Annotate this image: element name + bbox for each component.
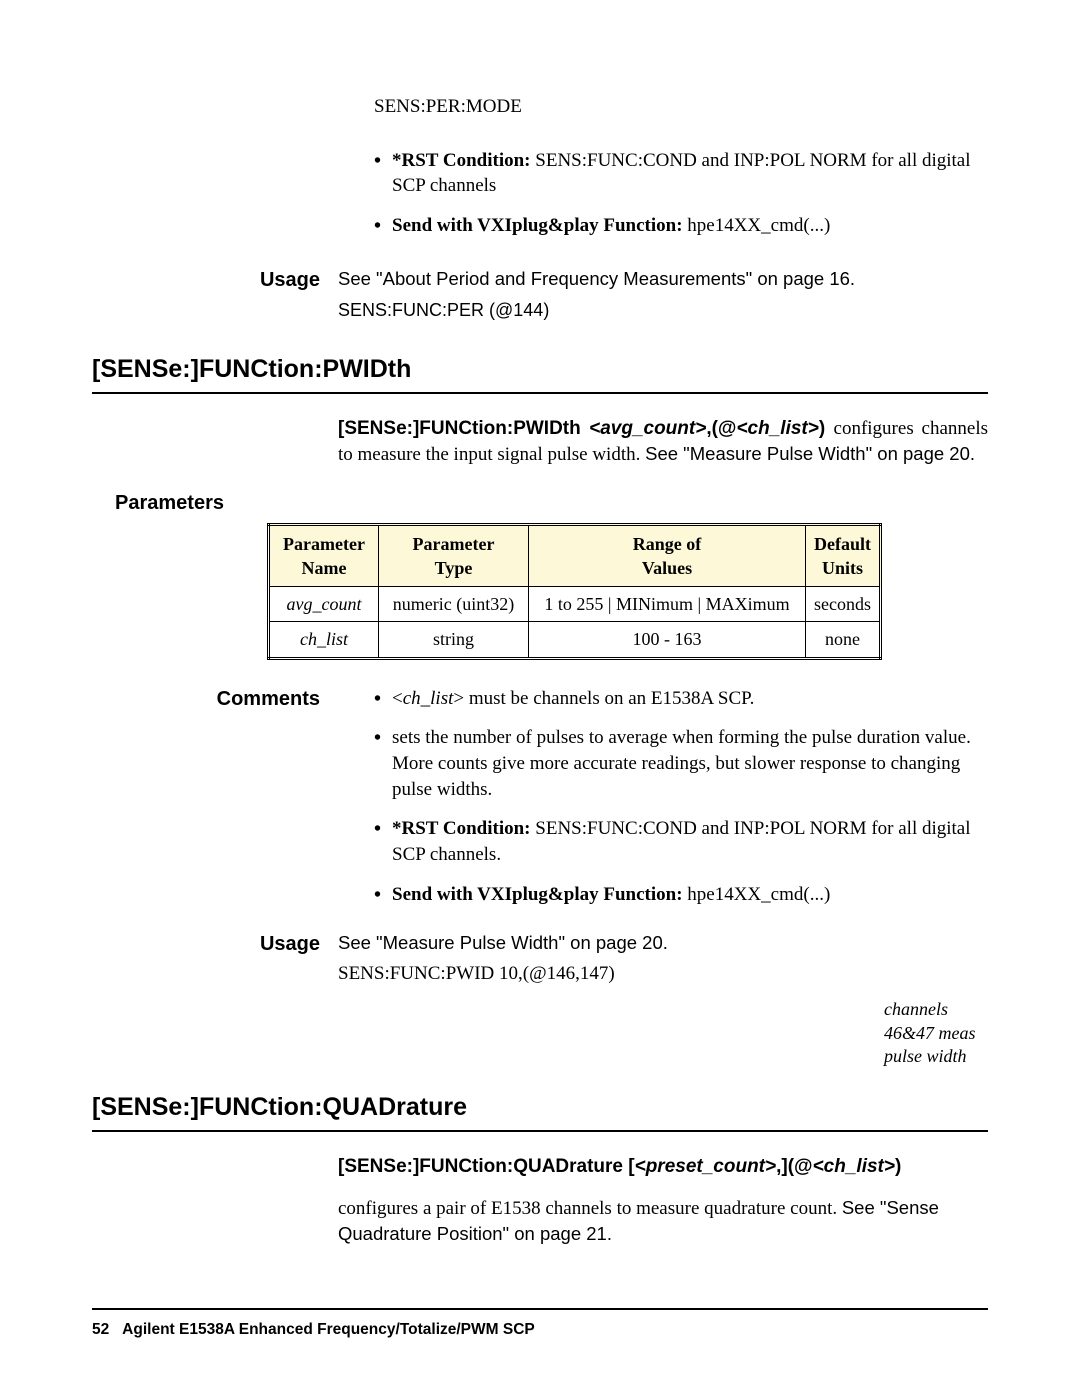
section-heading-pwidth: [SENSe:]FUNCtion:PWIDth: [92, 353, 988, 387]
bullet-item: Send with VXIplug&play Function: hpe14XX…: [374, 882, 988, 908]
bullet-text: hpe14XX_cmd(...): [687, 884, 830, 905]
page-footer: 52 Agilent E1538A Enhanced Frequency/Tot…: [92, 1308, 988, 1341]
syntax-cmd: [SENSe:]FUNCtion:QUADrature [: [338, 1156, 635, 1177]
cell: seconds: [806, 587, 881, 622]
cell: 1 to 255 | MINimum | MAXimum: [529, 587, 806, 622]
section-heading-quadrature: [SENSe:]FUNCtion:QUADrature: [92, 1091, 988, 1125]
page-number: 52: [92, 1321, 109, 1338]
usage-block: Usage See "About Period and Frequency Me…: [92, 267, 988, 323]
section-rule: [92, 392, 988, 394]
parameters-table: ParameterName ParameterType Range ofValu…: [267, 523, 882, 660]
syntax-arg: <preset_count>: [635, 1156, 777, 1177]
cell: numeric (uint32): [379, 587, 529, 622]
th-name: ParameterName: [269, 524, 379, 587]
usage-label: Usage: [92, 267, 338, 294]
desc-ref: See "Measure Pulse Width" on page 20.: [645, 443, 975, 464]
cell: avg_count: [269, 587, 379, 622]
usage-label: Usage: [92, 931, 338, 958]
cmd-text: SENS:PER:MODE: [374, 94, 988, 120]
syntax-arg: <ch_list>: [736, 418, 818, 439]
syntax-arg: <avg_count>: [589, 418, 706, 439]
footer-rule: [92, 1308, 988, 1310]
table-row: avg_count numeric (uint32) 1 to 255 | MI…: [269, 587, 881, 622]
bullet-item: sets the number of pulses to average whe…: [374, 725, 988, 802]
top-block: SENS:PER:MODE *RST Condition: SENS:FUNC:…: [92, 94, 988, 253]
parameters-label: Parameters: [92, 490, 242, 517]
bullet-item: Send with VXIplug&play Function: hpe14XX…: [374, 213, 988, 239]
bullet-lead: *RST Condition:: [392, 150, 535, 171]
table-row: ch_list string 100 - 163 none: [269, 622, 881, 658]
cell: 100 - 163: [529, 622, 806, 658]
page: SENS:PER:MODE *RST Condition: SENS:FUNC:…: [0, 0, 1080, 1397]
section-rule: [92, 1130, 988, 1132]
pwidth-desc: [SENSe:]FUNCtion:PWIDth <avg_count>,(@<c…: [92, 416, 988, 483]
bullet-html: sets the number of pulses to average whe…: [392, 727, 971, 799]
cell: none: [806, 622, 881, 658]
bullet-text: hpe14XX_cmd(...): [687, 215, 830, 236]
syntax-close: ): [895, 1156, 901, 1177]
comments-block: Comments <ch_list> must be channels on a…: [92, 686, 988, 921]
parameters-block: Parameters: [92, 490, 988, 517]
comments-label: Comments: [92, 686, 338, 713]
bullet-lead: Send with VXIplug&play Function:: [392, 884, 687, 905]
syntax-sep: ,(@: [706, 418, 736, 439]
usage-cmd: SENS:FUNC:PWID 10,(@146,147): [338, 961, 988, 987]
usage-block: Usage See "Measure Pulse Width" on page …: [92, 931, 988, 1068]
quad-desc: [SENSe:]FUNCtion:QUADrature [<preset_cou…: [92, 1154, 988, 1263]
syntax-sep: ,](@: [776, 1156, 812, 1177]
usage-text: See "Measure Pulse Width" on page 20.: [338, 932, 668, 953]
usage-text: See "About Period and Frequency Measurem…: [338, 268, 855, 289]
bullet-lead: Send with VXIplug&play Function:: [392, 215, 687, 236]
bullet-item: *RST Condition: SENS:FUNC:COND and INP:P…: [374, 148, 988, 199]
usage-cmd: SENS:FUNC:PER (@144): [338, 298, 988, 322]
th-range: Range ofValues: [529, 524, 806, 587]
syntax-close: ): [819, 418, 834, 439]
footer-title: Agilent E1538A Enhanced Frequency/Totali…: [122, 1321, 535, 1338]
syntax-arg: <ch_list>: [813, 1156, 895, 1177]
th-type: ParameterType: [379, 524, 529, 587]
bullet-item: <ch_list> must be channels on an E1538A …: [374, 686, 988, 712]
cell: string: [379, 622, 529, 658]
bullet-item: *RST Condition: SENS:FUNC:COND and INP:P…: [374, 816, 988, 867]
bullet-lead: *RST Condition:: [392, 818, 535, 839]
cell: ch_list: [269, 622, 379, 658]
bullet-html: <ch_list> must be channels on an E1538A …: [392, 688, 754, 709]
th-units: DefaultUnits: [806, 524, 881, 587]
syntax-cmd: [SENSe:]FUNCtion:PWIDth: [338, 418, 589, 439]
usage-note: channels 46&47 meas pulse width: [884, 998, 988, 1068]
desc-text: configures a pair of E1538 channels to m…: [338, 1198, 842, 1219]
